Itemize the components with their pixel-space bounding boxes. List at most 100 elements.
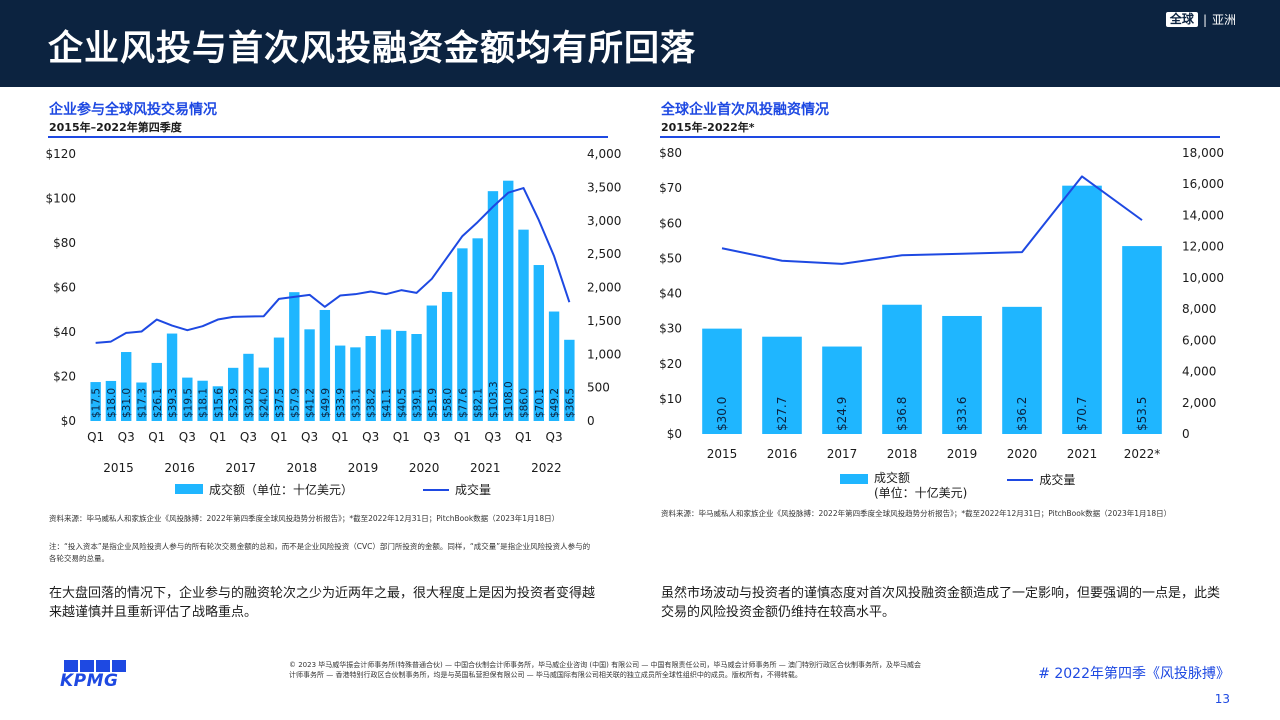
bar-value-label: $36.8 [895, 397, 909, 431]
left-legend-line-swatch [423, 489, 450, 491]
bar [1122, 246, 1162, 434]
right-chart-subtitle: 2015年-2022年* [661, 121, 755, 134]
kpmg-logo-blocks [64, 660, 126, 672]
left-note: 注：“投入资本”是指企业风险投资人参与的所有轮次交易金额的总和，而不是企业风险投… [49, 542, 591, 563]
bar-value-label: $70.7 [1075, 397, 1089, 431]
y-right-tick-label: 18,000 [1182, 146, 1224, 160]
bar-value-label: $38.2 [366, 388, 378, 418]
bar-value-label: $103.3 [488, 381, 500, 418]
x-tick-label: Q3 [118, 430, 135, 444]
x-tick-label: Q3 [423, 430, 440, 444]
y-right-tick-label: 14,000 [1182, 208, 1224, 222]
x-tick-label: Q3 [240, 430, 257, 444]
x-tick-label: Q1 [515, 430, 532, 444]
y-right-tick-label: 2,500 [587, 247, 621, 261]
y-left-tick-label: $80 [53, 236, 76, 250]
bar-value-label: $82.1 [473, 388, 485, 418]
x-tick-label: 2019 [947, 447, 978, 461]
year-label: 2016 [164, 461, 195, 475]
bar-value-label: $53.5 [1135, 397, 1149, 431]
bar-value-label: $33.1 [350, 388, 362, 418]
bar-value-label: $36.5 [564, 388, 576, 418]
y-left-tick-label: $20 [53, 370, 76, 384]
bar-value-label: $27.7 [775, 397, 789, 431]
bar [762, 336, 802, 434]
y-right-tick-label: 500 [587, 381, 610, 395]
x-tick-label: Q1 [209, 430, 226, 444]
bar-value-label: $33.9 [335, 388, 347, 418]
bar-value-label: $51.9 [427, 388, 439, 418]
x-tick-label: Q3 [179, 430, 196, 444]
bar-value-label: $86.0 [519, 388, 531, 418]
y-right-tick-label: 2,000 [587, 281, 621, 295]
bar-value-label: $23.9 [228, 388, 240, 418]
x-tick-label: 2020 [1007, 447, 1038, 461]
right-legend: 成交额 (单位：十亿美元) 成交量 [840, 471, 1075, 501]
bar [365, 336, 376, 421]
right-chart-title: 全球企业首次风投融资情况 [661, 102, 829, 118]
right-legend-bar-item: 成交额 (单位：十亿美元) [840, 471, 967, 501]
bar-value-label: $37.5 [274, 388, 286, 418]
bar-value-label: $49.2 [549, 388, 561, 418]
x-tick-label: 2021 [1067, 447, 1098, 461]
y-right-tick-label: 2,000 [1182, 396, 1216, 410]
bar-value-label: $39.1 [412, 388, 424, 418]
right-title-rule [660, 136, 1220, 138]
bar-value-label: $30.2 [243, 388, 255, 418]
bar [212, 386, 224, 421]
bar [273, 337, 285, 421]
bar [411, 334, 422, 421]
right-paragraph: 虽然市场波动与投资者的谨慎态度对首次风投融资金额造成了一定影响，但要强调的一点是… [661, 586, 1221, 620]
bar [441, 291, 453, 421]
bar [533, 265, 544, 421]
y-left-tick-label: $0 [667, 427, 682, 441]
bar [564, 339, 575, 421]
bar [503, 180, 514, 421]
bar [822, 346, 862, 434]
y-left-tick-label: $70 [659, 181, 682, 195]
right-legend-bar-label: 成交额 [874, 471, 911, 485]
year-label: 2019 [348, 461, 379, 475]
bar [182, 377, 193, 421]
y-left-tick-label: $30 [659, 322, 682, 336]
bar-value-label: $40.5 [396, 388, 408, 418]
bar [151, 362, 162, 421]
y-right-tick-label: 4,000 [587, 147, 621, 161]
y-left-tick-label: $60 [53, 281, 76, 295]
bar-value-label: $57.9 [289, 388, 301, 418]
left-legend-line-item: 成交量 [423, 481, 491, 498]
bar [197, 380, 208, 421]
bar [518, 229, 529, 421]
y-right-tick-label: 12,000 [1182, 240, 1224, 254]
x-tick-label: Q1 [454, 430, 471, 444]
bar-value-label: $39.3 [167, 388, 179, 418]
y-left-tick-label: $10 [659, 392, 682, 406]
bar [319, 309, 331, 421]
bar [90, 382, 101, 421]
bar [702, 328, 742, 434]
bar-value-label: $31.0 [121, 388, 133, 418]
volume-line [721, 175, 1143, 265]
bar-value-label: $36.2 [1015, 397, 1029, 431]
bar [1062, 185, 1102, 434]
bar [166, 333, 178, 421]
left-chart-subtitle: 2015年–2022年第四季度 [49, 121, 182, 134]
left-chart: $0 $20 $40 $60 $80 $100 $120 0 500 1,000 1,500 2,00… [45, 147, 621, 475]
left-legend-bar-label: 成交额（单位：十亿美元） [209, 483, 354, 497]
bar-value-label: $77.6 [457, 388, 469, 418]
bar-value-label: $24.9 [835, 397, 849, 431]
bar [548, 311, 560, 421]
left-paragraph: 在大盘回落的情况下，企业参与的融资轮次之少为近两年之最，很大程度上是因为投资者变… [49, 586, 596, 620]
kpmg-logo: KPMG [60, 660, 130, 691]
footer-copyright: © 2023 毕马威华振会计师事务所(特殊普通合伙) — 中国合伙制会计师事务所… [289, 661, 921, 679]
bar-value-label: $17.5 [91, 388, 103, 418]
bar [289, 292, 300, 421]
y-right-tick-label: 10,000 [1182, 271, 1224, 285]
bar-value-label: $17.3 [136, 388, 148, 418]
x-tick-label: Q1 [393, 430, 410, 444]
y-right-tick-label: 1,000 [587, 347, 621, 361]
bar [472, 238, 483, 421]
x-tick-label: 2017 [827, 447, 858, 461]
y-left-tick-label: $60 [659, 216, 682, 230]
volume-line [95, 187, 571, 344]
